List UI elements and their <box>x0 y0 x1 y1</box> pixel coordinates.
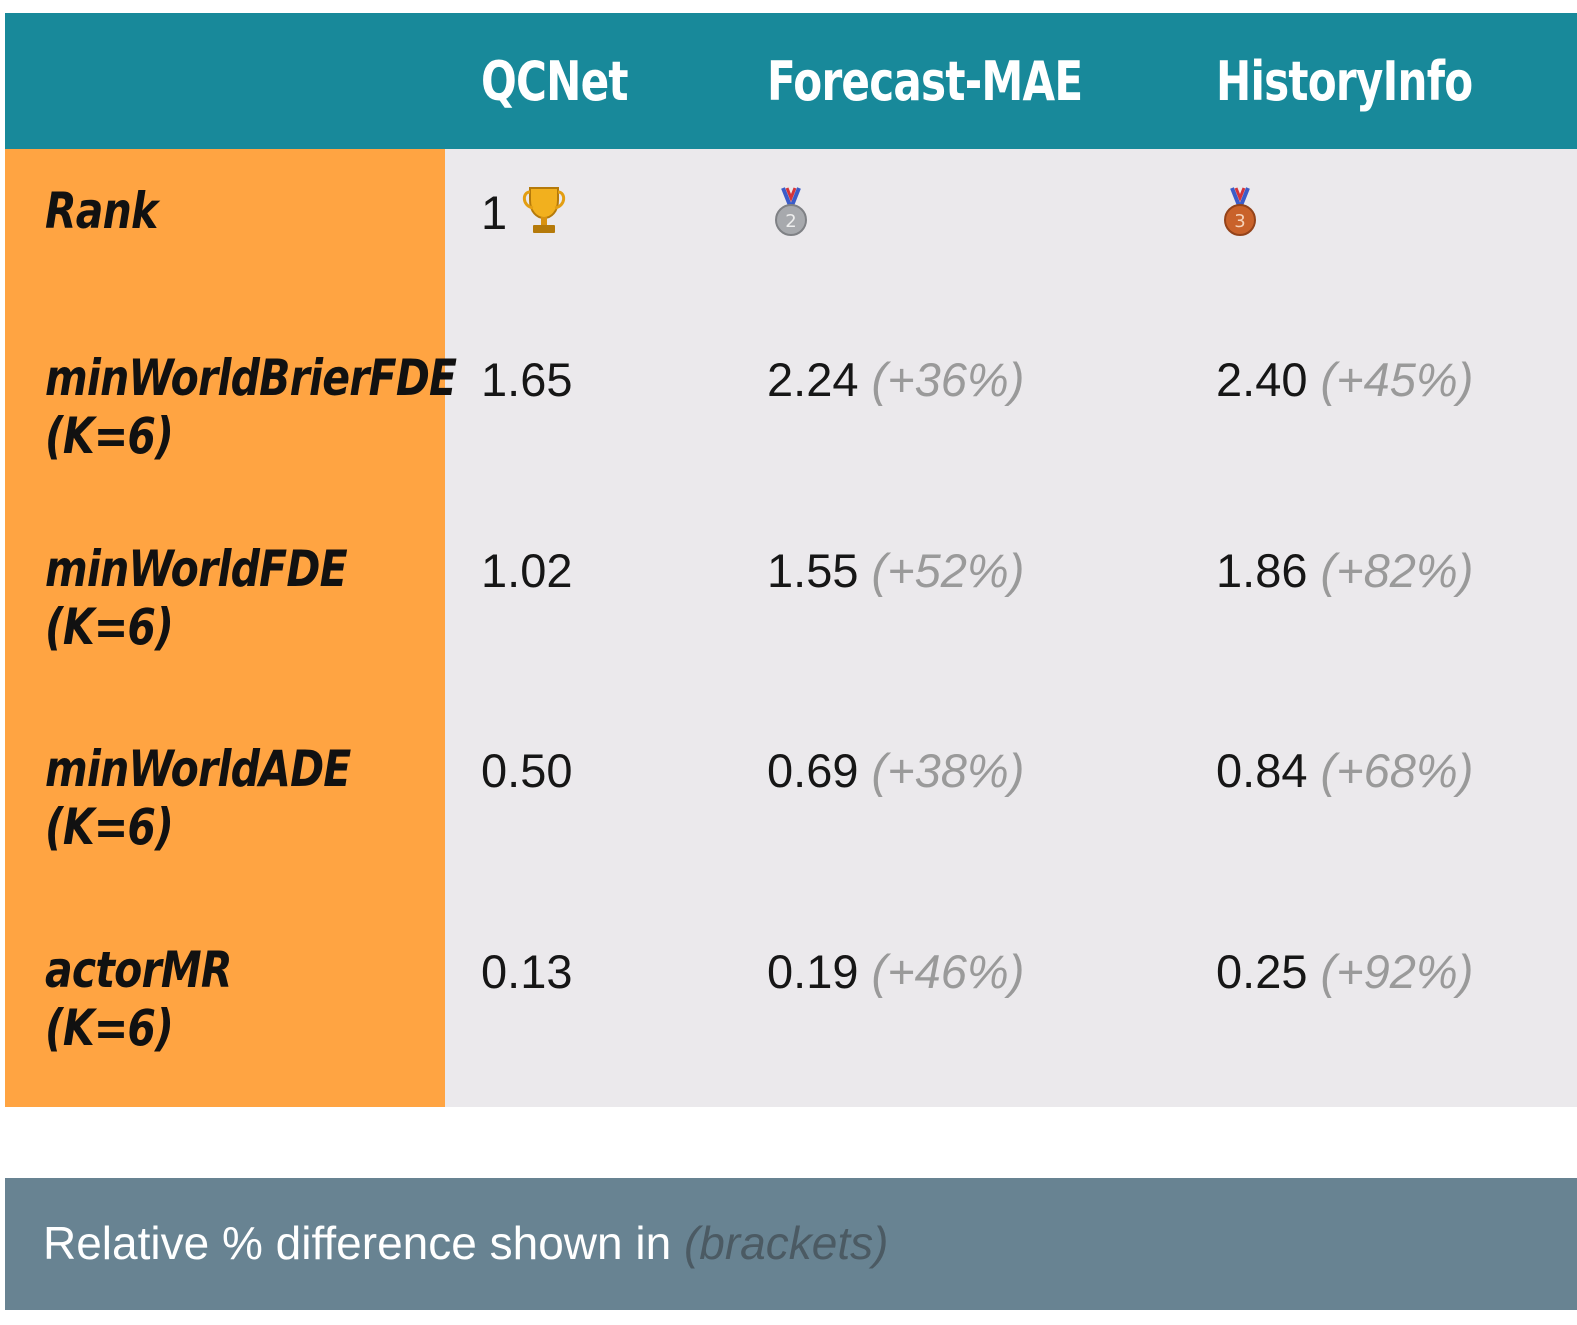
svg-text:2: 2 <box>785 211 796 232</box>
rank-value: 1 <box>481 186 508 239</box>
cell-qcnet: 1.65 <box>481 353 573 406</box>
column-header-qcnet: QCNet <box>481 50 629 113</box>
cell-qcnet: 1.02 <box>481 544 573 597</box>
row-label-rank: Rank <box>45 182 158 240</box>
row-label-minworldfde: minWorldFDE (K=6) <box>45 540 348 656</box>
row-label-minworldbrierfde: minWorldBrierFDE (K=6) <box>45 349 457 465</box>
rank-cell-historyinfo: 3 <box>1222 185 1258 252</box>
cell-value: 2.40 <box>1216 353 1308 406</box>
cell-forecast-mae: 2.24 (+36%) <box>767 350 1024 410</box>
cell-historyinfo: 2.40 (+45%) <box>1216 350 1473 410</box>
trophy-icon <box>520 184 568 250</box>
third-place-medal-icon: 3 <box>1222 186 1258 252</box>
cell-delta: (+45%) <box>1320 353 1474 406</box>
cell-historyinfo: 0.84 (+68%) <box>1216 741 1473 801</box>
row-label-line1: minWorldADE <box>45 740 351 798</box>
cell-delta: (+68%) <box>1320 744 1474 797</box>
cell-delta: (+92%) <box>1320 945 1474 998</box>
cell-historyinfo: 0.25 (+92%) <box>1216 942 1473 1002</box>
row-label-column: Rank minWorldBrierFDE (K=6) minWorldFDE … <box>5 149 457 1107</box>
cell-delta: (+36%) <box>871 353 1025 406</box>
row-label-line1: actorMR <box>45 941 232 999</box>
column-header-historyinfo: HistoryInfo <box>1216 50 1473 113</box>
table-header-row: QCNet Forecast-MAE HistoryInfo <box>5 13 1577 149</box>
cell-delta: (+52%) <box>871 544 1025 597</box>
row-label-line2: (K=6) <box>45 407 174 465</box>
footnote-main-text: Relative % difference shown in <box>43 1217 672 1269</box>
cell-forecast-mae: 0.19 (+46%) <box>767 942 1024 1002</box>
footnote-banner: Relative % difference shown in (brackets… <box>5 1178 1577 1310</box>
results-table: QCNet Forecast-MAE HistoryInfo Rank minW… <box>5 13 1577 1107</box>
row-label-line2: (K=6) <box>45 798 174 856</box>
row-label-actormr: actorMR (K=6) <box>45 941 232 1057</box>
cell-value: 0.19 <box>767 945 859 998</box>
cell-value: 0.69 <box>767 744 859 797</box>
cell-value: 1.86 <box>1216 544 1308 597</box>
cell-value: 1.55 <box>767 544 859 597</box>
cell-value: 0.25 <box>1216 945 1308 998</box>
row-label-minworldade: minWorldADE (K=6) <box>45 740 351 856</box>
cell-delta: (+82%) <box>1320 544 1474 597</box>
cell-delta: (+46%) <box>871 945 1025 998</box>
cell-forecast-mae: 0.69 (+38%) <box>767 741 1024 801</box>
cell-delta: (+38%) <box>871 744 1025 797</box>
svg-text:3: 3 <box>1234 211 1245 232</box>
row-label-line1: minWorldBrierFDE <box>45 349 457 407</box>
footnote-bracket-text: (brackets) <box>683 1217 889 1269</box>
row-label-line2: (K=6) <box>45 999 174 1057</box>
second-place-medal-icon: 2 <box>773 186 809 252</box>
cell-qcnet: 0.50 <box>481 744 573 797</box>
rank-cell-forecast-mae: 2 <box>773 185 809 252</box>
cell-qcnet: 0.13 <box>481 945 573 998</box>
cell-value: 2.24 <box>767 353 859 406</box>
row-label-line2: (K=6) <box>45 598 174 656</box>
column-header-forecast-mae: Forecast-MAE <box>767 50 1083 113</box>
footnote-text: Relative % difference shown in (brackets… <box>43 1212 888 1274</box>
cell-value: 0.84 <box>1216 744 1308 797</box>
row-label-line1: minWorldFDE <box>45 540 348 598</box>
cell-historyinfo: 1.86 (+82%) <box>1216 541 1473 601</box>
rank-cell-qcnet: 1 <box>481 183 568 250</box>
cell-forecast-mae: 1.55 (+52%) <box>767 541 1024 601</box>
